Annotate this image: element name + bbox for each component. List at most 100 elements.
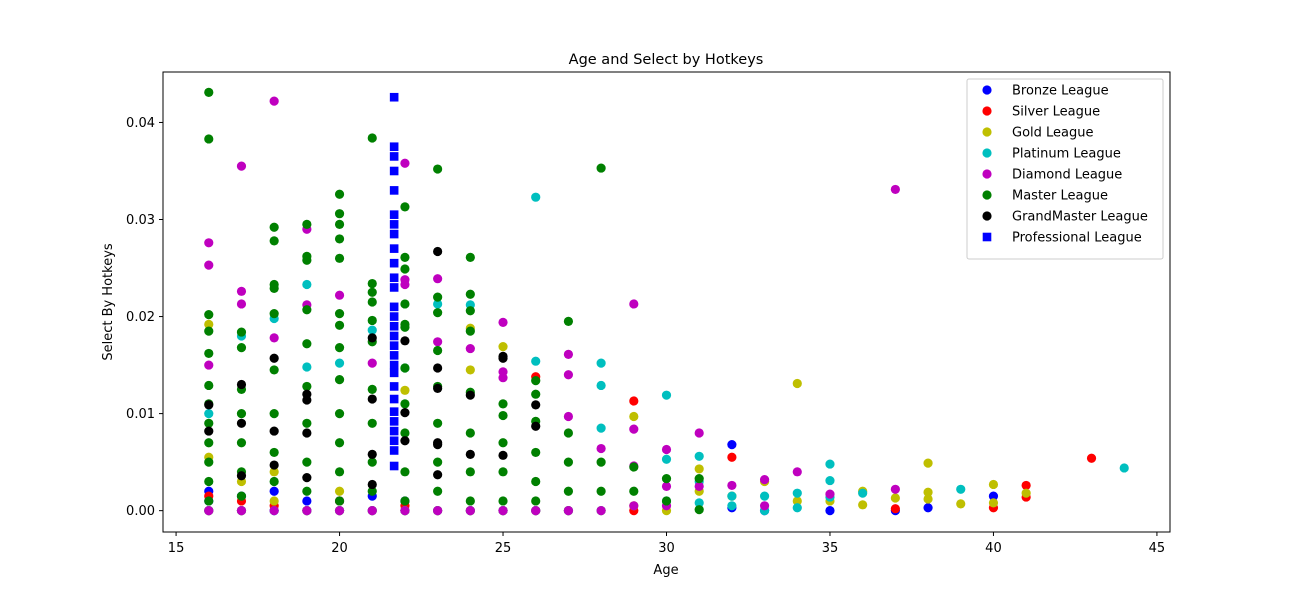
data-point	[302, 255, 312, 265]
x-tick-label: 30	[658, 541, 675, 556]
data-point	[269, 353, 279, 363]
data-point	[389, 426, 399, 436]
data-point	[204, 134, 214, 144]
data-point	[563, 370, 574, 380]
data-point	[389, 321, 399, 331]
data-point	[465, 365, 475, 375]
data-point	[465, 449, 475, 459]
data-point	[498, 373, 508, 383]
legend-marker	[982, 169, 992, 179]
data-point	[563, 486, 574, 496]
data-point	[988, 479, 999, 490]
data-point	[334, 506, 345, 516]
data-point	[389, 407, 399, 416]
data-point	[759, 491, 770, 501]
data-point	[890, 484, 900, 494]
legend-marker	[982, 211, 992, 221]
data-point	[988, 498, 999, 508]
legend: Bronze League Silver League Gold League Pla…	[966, 78, 1164, 260]
data-point	[269, 309, 279, 319]
data-point	[236, 506, 247, 516]
data-point	[269, 506, 279, 516]
data-point	[269, 96, 279, 106]
data-point	[563, 316, 574, 327]
data-point	[694, 464, 704, 474]
data-point	[334, 438, 345, 448]
data-point	[661, 454, 672, 464]
data-point	[433, 418, 443, 428]
data-point	[367, 358, 377, 368]
data-point	[1021, 480, 1031, 491]
chart-title: Age and Select by Hotkeys	[569, 52, 764, 68]
data-point	[389, 220, 399, 229]
legend-label: Platinum League	[1012, 147, 1121, 162]
data-point	[825, 489, 835, 499]
data-point	[204, 457, 214, 467]
data-point	[204, 360, 214, 370]
data-point	[923, 487, 933, 497]
data-point	[334, 343, 345, 353]
data-point	[389, 302, 399, 312]
x-axis: 15 20 25 30 35 40 45	[168, 532, 1165, 556]
data-point	[236, 491, 247, 501]
data-point	[498, 467, 508, 477]
data-point	[694, 498, 704, 508]
data-point	[563, 457, 574, 467]
data-point	[433, 345, 443, 356]
data-point	[433, 457, 443, 467]
data-point	[389, 142, 399, 152]
data-point	[727, 440, 737, 450]
data-point	[400, 496, 410, 506]
data-point	[433, 164, 443, 174]
data-point	[334, 209, 345, 219]
x-tick-label: 45	[1149, 541, 1166, 556]
data-point	[890, 504, 900, 514]
data-point	[694, 474, 704, 484]
data-point	[302, 418, 312, 428]
data-point	[400, 399, 410, 409]
data-point	[302, 279, 312, 290]
legend-label: Master League	[1012, 189, 1108, 204]
legend-label: Silver League	[1012, 105, 1100, 120]
data-point	[400, 158, 410, 168]
data-point	[465, 343, 475, 354]
data-point	[825, 459, 835, 469]
data-point	[498, 317, 508, 327]
data-point	[400, 506, 410, 516]
data-point	[400, 436, 410, 446]
data-point	[727, 491, 737, 501]
legend-marker	[982, 85, 992, 95]
y-tick-label: 0.03	[126, 213, 155, 228]
data-point	[563, 506, 574, 516]
data-point	[759, 501, 770, 511]
data-point	[498, 450, 508, 460]
data-point	[498, 399, 508, 409]
data-point	[956, 484, 966, 494]
data-point	[269, 333, 279, 343]
data-point	[400, 252, 410, 262]
data-point	[661, 390, 672, 400]
data-point	[433, 470, 443, 480]
data-point	[236, 409, 247, 419]
data-point	[389, 341, 399, 350]
data-point	[334, 290, 345, 300]
data-point	[269, 486, 279, 496]
data-point	[596, 443, 606, 454]
legend-marker	[982, 148, 992, 158]
data-point	[400, 322, 410, 332]
data-point	[334, 358, 345, 368]
data-point	[367, 394, 377, 404]
data-point	[334, 219, 345, 229]
data-point	[389, 368, 399, 378]
data-point	[694, 481, 704, 491]
data-point	[236, 379, 247, 390]
data-point	[204, 476, 214, 487]
data-point	[389, 166, 399, 176]
data-point	[792, 378, 802, 389]
data-point	[269, 460, 279, 470]
data-point	[1021, 488, 1031, 498]
data-point	[389, 382, 399, 391]
legend-marker	[982, 190, 992, 200]
data-point	[596, 380, 606, 391]
data-point	[1119, 463, 1129, 473]
